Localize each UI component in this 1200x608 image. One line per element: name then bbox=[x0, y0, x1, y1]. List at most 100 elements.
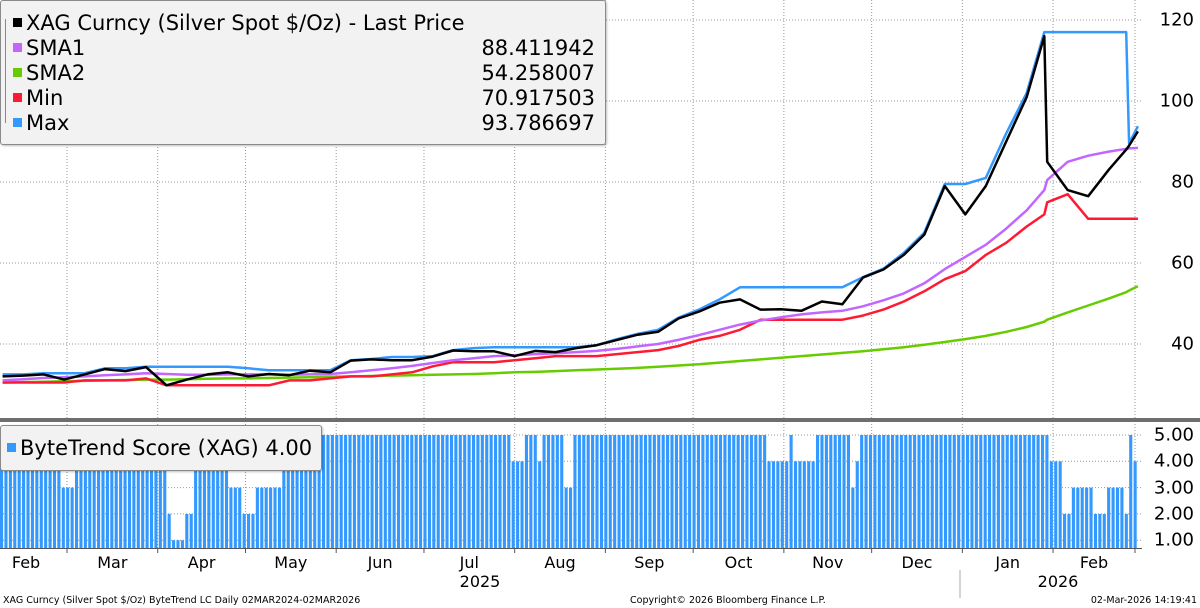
score-bar bbox=[79, 435, 83, 548]
score-bar bbox=[313, 435, 317, 548]
score-bar bbox=[1080, 487, 1084, 548]
score-bar bbox=[626, 435, 630, 548]
score-bar bbox=[344, 435, 348, 548]
score-bar bbox=[136, 435, 140, 548]
score-bar bbox=[613, 435, 617, 548]
score-bar bbox=[793, 461, 798, 548]
score-bar bbox=[502, 435, 506, 548]
score-bar bbox=[361, 435, 365, 548]
series-line-sma2 bbox=[2, 285, 1139, 384]
score-bar bbox=[299, 435, 304, 548]
score-bar bbox=[586, 435, 590, 548]
score-bar bbox=[48, 435, 52, 548]
score-bar bbox=[846, 435, 850, 548]
price-lines bbox=[2, 30, 1140, 387]
score-bar bbox=[295, 435, 299, 548]
score-bar bbox=[207, 461, 211, 548]
score-bar bbox=[432, 435, 436, 548]
score-bar bbox=[70, 487, 74, 548]
score-bar bbox=[811, 461, 815, 548]
score-bar bbox=[771, 461, 776, 548]
score-bar bbox=[194, 461, 198, 548]
score-bar bbox=[630, 435, 634, 548]
panel-separator bbox=[0, 418, 1200, 422]
score-bar bbox=[983, 435, 987, 548]
score-bar bbox=[718, 435, 723, 548]
score-bar bbox=[105, 435, 109, 548]
score-bar bbox=[516, 461, 520, 548]
legend-label: SMA1 bbox=[26, 36, 86, 60]
score-bar bbox=[838, 435, 842, 548]
score-bar bbox=[260, 487, 264, 548]
price-y-tick-label: 120 bbox=[1159, 9, 1194, 31]
score-bar bbox=[185, 513, 189, 548]
legend-swatch-score bbox=[7, 443, 16, 452]
score-bar bbox=[149, 435, 154, 548]
score-bar bbox=[339, 435, 343, 548]
score-bar bbox=[357, 435, 361, 548]
legend-item-price: XAG Curncy (Silver Spot $/Oz) - Last Pri… bbox=[1, 11, 605, 36]
score-bar bbox=[542, 435, 546, 548]
score-bar bbox=[308, 435, 312, 548]
score-bar bbox=[899, 435, 903, 548]
score-bar bbox=[1129, 435, 1133, 548]
x-tick-label: Feb bbox=[1079, 553, 1109, 572]
score-bar bbox=[670, 435, 674, 548]
score-bar bbox=[917, 435, 921, 548]
score-bar bbox=[732, 435, 736, 548]
score-bar bbox=[736, 435, 740, 548]
score-bar bbox=[114, 435, 118, 548]
score-bar bbox=[908, 435, 912, 548]
price-y-tick-label: 100 bbox=[1159, 90, 1194, 112]
score-bar bbox=[251, 513, 255, 548]
score-bar bbox=[1120, 487, 1124, 548]
score-bar bbox=[741, 435, 745, 548]
score-bar bbox=[710, 435, 714, 548]
score-bar bbox=[591, 435, 595, 548]
score-bar bbox=[1005, 435, 1009, 548]
score-y-tick-label: 5.00 bbox=[1153, 424, 1194, 446]
score-bar bbox=[304, 435, 308, 548]
score-bar bbox=[17, 435, 21, 548]
score-bar bbox=[35, 435, 39, 548]
score-bar bbox=[61, 487, 65, 548]
score-bar bbox=[476, 435, 480, 548]
x-tick-label: Jun bbox=[367, 553, 393, 572]
score-bar bbox=[1010, 435, 1014, 548]
score-bar bbox=[904, 435, 908, 548]
x-tick-label: Apr bbox=[187, 553, 216, 572]
score-bar bbox=[348, 435, 352, 548]
score-bar bbox=[392, 435, 396, 548]
score-bar bbox=[661, 435, 665, 548]
score-bar bbox=[524, 435, 529, 548]
score-bar bbox=[780, 461, 784, 548]
score-bars bbox=[0, 435, 1137, 548]
score-bar bbox=[860, 435, 864, 548]
year-label: 2026 bbox=[1037, 572, 1079, 591]
score-bar bbox=[529, 435, 533, 548]
score-bar bbox=[785, 461, 789, 548]
score-bar bbox=[463, 435, 467, 548]
score-bar bbox=[1032, 435, 1036, 548]
score-legend: ByteTrend Score (XAG) 4.00 bbox=[0, 425, 322, 471]
score-bar bbox=[454, 435, 458, 548]
score-bar bbox=[643, 435, 648, 548]
score-bar bbox=[229, 487, 233, 548]
score-bar bbox=[110, 435, 114, 548]
score-bar bbox=[749, 435, 753, 548]
score-bar bbox=[758, 435, 762, 548]
score-bar bbox=[1054, 461, 1058, 548]
footer-left: XAG Curncy (Silver Spot $/Oz) ByteTrend … bbox=[3, 595, 361, 606]
legend-label: Max bbox=[26, 111, 70, 135]
score-bar bbox=[595, 435, 599, 548]
score-bar bbox=[511, 461, 515, 548]
score-bar bbox=[449, 435, 454, 548]
score-y-tick-label: 4.00 bbox=[1153, 450, 1194, 472]
score-bar bbox=[621, 435, 626, 548]
score-bar bbox=[538, 461, 542, 548]
x-tick-label: Oct bbox=[724, 553, 753, 572]
score-bar bbox=[291, 435, 295, 548]
score-bar bbox=[158, 435, 162, 548]
score-bar bbox=[220, 461, 224, 548]
score-bar bbox=[776, 461, 780, 548]
